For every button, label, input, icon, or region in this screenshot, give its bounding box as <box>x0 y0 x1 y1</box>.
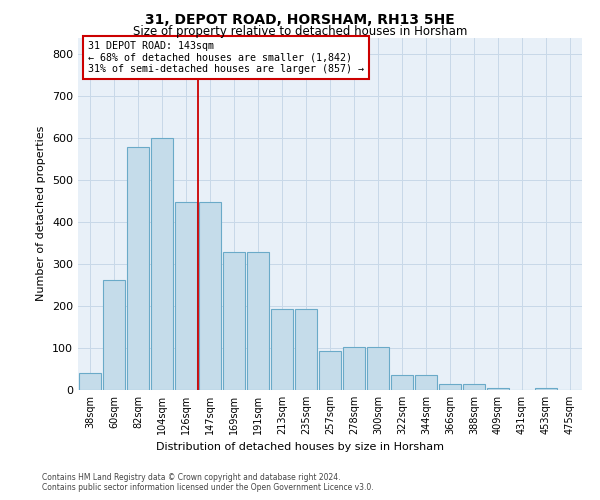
Bar <box>79 373 101 390</box>
Bar <box>151 138 173 390</box>
Bar <box>367 347 389 390</box>
Bar <box>463 384 485 390</box>
Bar <box>295 310 317 390</box>
Bar <box>103 280 125 390</box>
Bar <box>343 347 365 390</box>
Text: Contains HM Land Registry data © Crown copyright and database right 2024.: Contains HM Land Registry data © Crown c… <box>42 472 341 482</box>
Text: Distribution of detached houses by size in Horsham: Distribution of detached houses by size … <box>156 442 444 452</box>
Bar <box>487 388 509 390</box>
Text: Size of property relative to detached houses in Horsham: Size of property relative to detached ho… <box>133 25 467 38</box>
Bar <box>127 146 149 390</box>
Bar <box>175 202 197 390</box>
Y-axis label: Number of detached properties: Number of detached properties <box>37 126 46 302</box>
Bar <box>319 352 341 390</box>
Bar <box>535 388 557 390</box>
Text: 31 DEPOT ROAD: 143sqm
← 68% of detached houses are smaller (1,842)
31% of semi-d: 31 DEPOT ROAD: 143sqm ← 68% of detached … <box>88 41 364 74</box>
Bar <box>199 202 221 390</box>
Bar <box>247 252 269 390</box>
Bar <box>223 252 245 390</box>
Bar <box>415 376 437 390</box>
Bar <box>439 384 461 390</box>
Text: Contains public sector information licensed under the Open Government Licence v3: Contains public sector information licen… <box>42 482 374 492</box>
Text: 31, DEPOT ROAD, HORSHAM, RH13 5HE: 31, DEPOT ROAD, HORSHAM, RH13 5HE <box>145 12 455 26</box>
Bar <box>271 310 293 390</box>
Bar <box>391 376 413 390</box>
